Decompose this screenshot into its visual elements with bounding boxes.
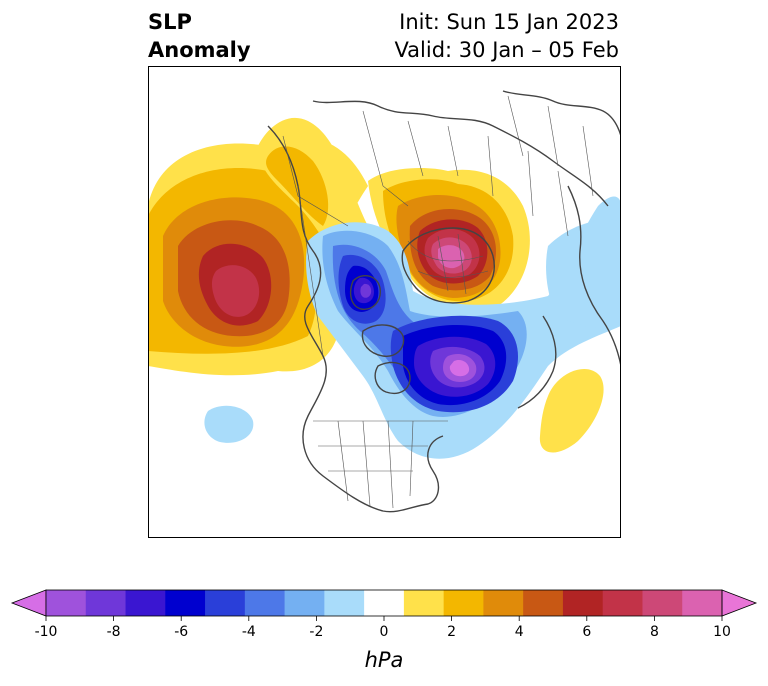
colorbar-arrow-left	[10, 589, 47, 617]
colorbar-tick-label: 0	[380, 624, 389, 640]
title-line-2: Anomaly	[148, 38, 251, 62]
colorbar-tick-label: -4	[242, 624, 256, 640]
colorbar-segment	[682, 590, 723, 616]
valid-period: Valid: 30 Jan – 05 Feb	[394, 38, 619, 62]
colorbar-tick-label: 6	[582, 624, 591, 640]
colorbar-segment	[562, 590, 604, 616]
atlantic-high-anomaly	[539, 368, 604, 453]
colorbar-segment	[602, 590, 643, 616]
colorbar-segment	[284, 590, 325, 616]
colorbar-tick-label: 8	[650, 624, 659, 640]
colorbar-tick-label: -10	[35, 624, 58, 640]
colorbar-segment	[324, 590, 365, 616]
colorbar-segment	[205, 590, 246, 616]
colorbar-arrow-right	[721, 589, 758, 617]
anomaly-contours	[148, 90, 621, 513]
colorbar-segment	[165, 590, 206, 616]
pacific-high-anomaly	[148, 138, 368, 376]
colorbar-segment	[443, 590, 484, 616]
chart-title: SLP Anomaly	[148, 8, 251, 64]
colorbar-unit-label: hPa	[364, 648, 404, 672]
borders	[282, 95, 594, 509]
colorbar-tick-label: -6	[174, 624, 188, 640]
colorbar-segment	[483, 590, 524, 616]
coastlines	[267, 90, 621, 513]
colorbar-segment	[85, 590, 126, 616]
colorbar-tick-label: 10	[713, 624, 731, 640]
colorbar-tick-label: 4	[515, 624, 524, 640]
colorbar-tick-label: 2	[447, 624, 456, 640]
colorbar-ticks: -10 -8 -6 -4 -2 0 2 4 6 8 10	[35, 616, 731, 640]
colorbar-tick-label: -2	[309, 624, 323, 640]
colorbar-segment	[46, 590, 87, 616]
map-frame	[148, 66, 621, 538]
colorbar: -10 -8 -6 -4 -2 0 2 4 6 8 10	[10, 589, 758, 640]
colorbar-segment	[125, 590, 166, 616]
colorbar-segment	[403, 590, 445, 616]
init-date: Init: Sun 15 Jan 2023	[399, 10, 619, 34]
colorbar-segment	[642, 590, 683, 616]
colorbar-segment	[244, 590, 285, 616]
anomaly-map	[148, 66, 621, 538]
date-info: Init: Sun 15 Jan 2023 Valid: 30 Jan – 05…	[394, 8, 619, 64]
colorbar-segments	[10, 589, 758, 617]
colorbar-tick-label: -8	[107, 624, 121, 640]
title-line-1: SLP	[148, 10, 192, 34]
colorbar-segment	[364, 590, 405, 616]
colorbar-segment	[523, 590, 564, 616]
